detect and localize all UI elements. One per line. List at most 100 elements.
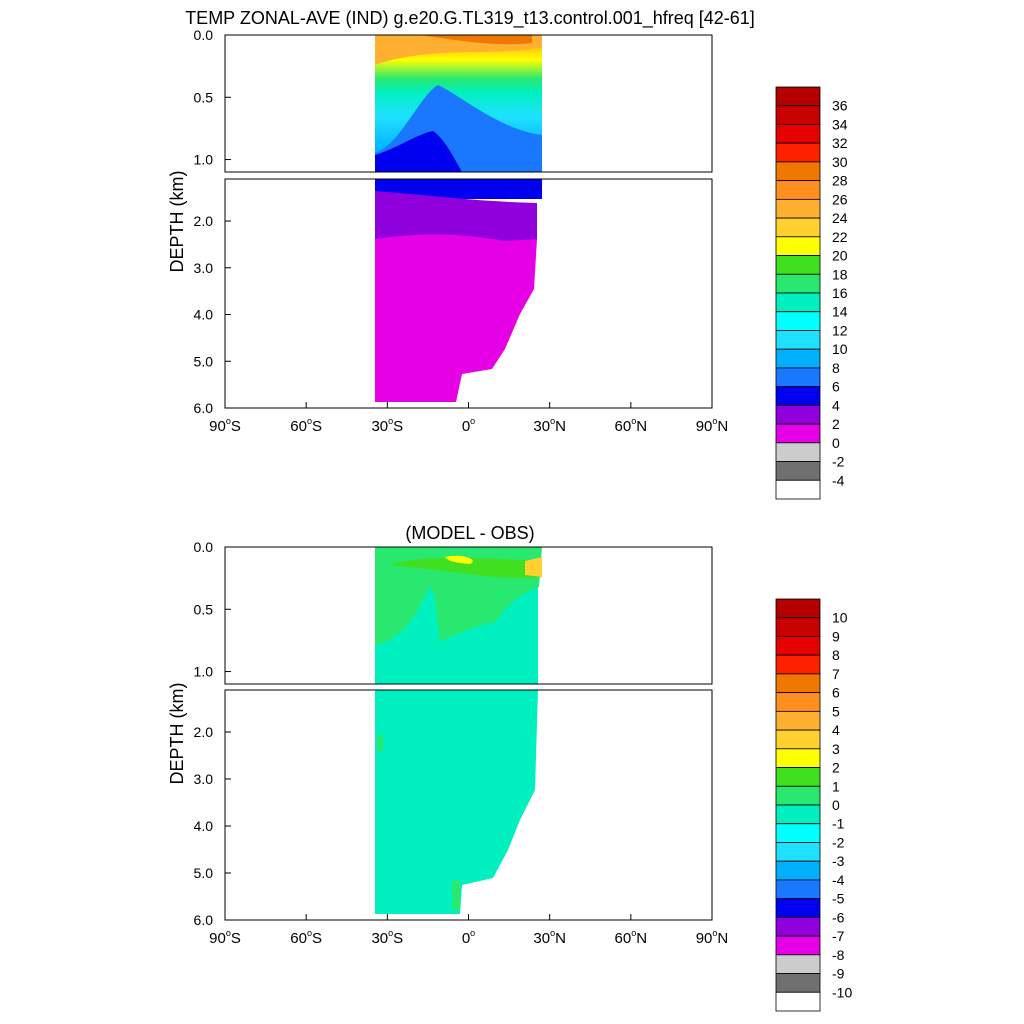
field-diff-yellow xyxy=(445,555,473,564)
colorbar-swatch xyxy=(775,973,821,993)
x-tick-label: 30oN xyxy=(533,416,566,435)
colorbar-swatch xyxy=(775,935,821,956)
colorbar-label: 7 xyxy=(832,666,840,682)
colorbar-swatch xyxy=(775,479,821,500)
field-diff-patch xyxy=(377,735,383,751)
colorbar-swatch xyxy=(775,636,821,656)
colorbar-swatch xyxy=(775,898,821,918)
colorbar-label: 3 xyxy=(832,741,840,757)
colorbar-label: 2 xyxy=(832,416,840,432)
colorbar-swatch xyxy=(775,748,821,768)
colorbar-label: 5 xyxy=(832,703,840,719)
colorbar-swatch xyxy=(775,823,821,843)
colorbar-label: 9 xyxy=(832,628,840,644)
y-tick-label: 0.5 xyxy=(194,89,214,105)
colorbar-swatch xyxy=(775,879,821,900)
y-tick-label: 2.0 xyxy=(194,724,214,740)
colorbar-swatch xyxy=(775,654,821,675)
x-tick-label: 60oS xyxy=(290,928,322,947)
colorbar-label: -2 xyxy=(832,454,845,470)
y-axis-label: DEPTH (km) xyxy=(167,171,187,273)
y-tick-label: 6.0 xyxy=(194,912,214,928)
x-tick-label: 90oN xyxy=(696,928,729,947)
colorbar-label: -4 xyxy=(832,472,845,488)
colorbar-label: -10 xyxy=(832,984,852,1000)
field-diff-orange xyxy=(525,557,542,577)
colorbar-swatch xyxy=(775,617,821,637)
colorbar-swatch xyxy=(775,348,821,369)
x-tick-label: 0o xyxy=(462,416,475,435)
y-tick-label: 0.0 xyxy=(194,27,214,43)
chart-title: TEMP ZONAL-AVE (IND) g.e20.G.TL319_t13.c… xyxy=(185,8,755,29)
colorbar-swatch xyxy=(775,804,821,825)
colorbar-label: 8 xyxy=(832,647,840,663)
model-minus-obs-chart: (MODEL - OBS) 0.0 0.5 1.0 2.0 3.0 4.0 5.0 6.0 DEP… xyxy=(167,523,852,1012)
colorbar-label: 0 xyxy=(832,435,840,451)
y-tick-label: 2.0 xyxy=(194,213,214,229)
colorbar-label: 1 xyxy=(832,778,840,794)
y-tick-label: 3.0 xyxy=(194,771,214,787)
colorbar-label: 26 xyxy=(832,191,848,207)
x-tick-label: 30oS xyxy=(371,416,403,435)
colorbar-swatch xyxy=(775,785,821,806)
colorbar-label: 4 xyxy=(832,722,840,738)
colorbar-swatch xyxy=(775,198,821,219)
colorbar-label: 18 xyxy=(832,266,848,282)
colorbar-label: -5 xyxy=(832,891,845,907)
colorbar-label: 32 xyxy=(832,135,848,151)
y-tick-label: 3.0 xyxy=(194,260,214,276)
chart-title: (MODEL - OBS) xyxy=(405,523,534,543)
x-tick-label: 0o xyxy=(462,928,475,947)
colorbar-label: -6 xyxy=(832,909,845,925)
y-tick-label: 5.0 xyxy=(194,353,214,369)
field-diff-patch xyxy=(452,880,460,910)
field-deep-blue xyxy=(375,131,462,172)
temperature-chart: TEMP ZONAL-AVE (IND) g.e20.G.TL319_t13.c… xyxy=(167,8,848,500)
x-tick-label: 30oN xyxy=(533,928,566,947)
colorbar-label: 6 xyxy=(832,685,840,701)
colorbar-label: -8 xyxy=(832,947,845,963)
colorbar-swatch xyxy=(775,954,821,974)
colorbar-swatch xyxy=(775,598,821,619)
colorbar-label: 2 xyxy=(832,760,840,776)
colorbar-swatch xyxy=(775,842,821,862)
colorbar-swatch xyxy=(775,180,821,200)
y-axis-label: DEPTH (km) xyxy=(167,683,187,785)
x-tick-label: 90oN xyxy=(696,416,729,435)
colorbar-label: 10 xyxy=(832,610,848,626)
colorbar-swatch xyxy=(775,991,821,1012)
colorbar-label: 24 xyxy=(832,210,848,226)
colorbar-label: -4 xyxy=(832,872,845,888)
colorbar-label: 6 xyxy=(832,379,840,395)
colorbar-swatch xyxy=(775,86,821,107)
colorbar-label: 10 xyxy=(832,341,848,357)
colorbar-swatch xyxy=(775,860,821,881)
x-tick-label: 60oN xyxy=(615,416,648,435)
y-tick-label: 0.5 xyxy=(194,601,214,617)
colorbar-label: -9 xyxy=(832,966,845,982)
colorbar-label: 12 xyxy=(832,322,848,338)
colorbar-swatch xyxy=(775,236,821,256)
colorbar-swatch xyxy=(775,423,821,444)
colorbar-swatch xyxy=(775,767,821,787)
y-tick-label: 1.0 xyxy=(194,152,214,168)
y-tick-label: 4.0 xyxy=(194,307,214,323)
colorbar-label: -1 xyxy=(832,816,845,832)
colorbar-label: -3 xyxy=(832,853,845,869)
colorbar-swatch xyxy=(775,217,821,238)
y-tick-label: 6.0 xyxy=(194,400,214,416)
colorbar-swatch xyxy=(775,386,821,406)
colorbar-label: 16 xyxy=(832,285,848,301)
upper-frame xyxy=(224,34,713,173)
colorbar-swatch xyxy=(775,673,821,694)
y-tick-label: 1.0 xyxy=(194,664,214,680)
colorbar-swatch xyxy=(775,273,821,294)
colorbar-swatch xyxy=(775,367,821,388)
x-tick-label: 60oN xyxy=(615,928,648,947)
colorbar-swatch xyxy=(775,292,821,313)
field-diff-lime xyxy=(390,557,542,579)
x-tick-label: 60oS xyxy=(290,416,322,435)
field-lower-purple xyxy=(375,191,537,241)
field-lower-magenta xyxy=(375,234,537,402)
